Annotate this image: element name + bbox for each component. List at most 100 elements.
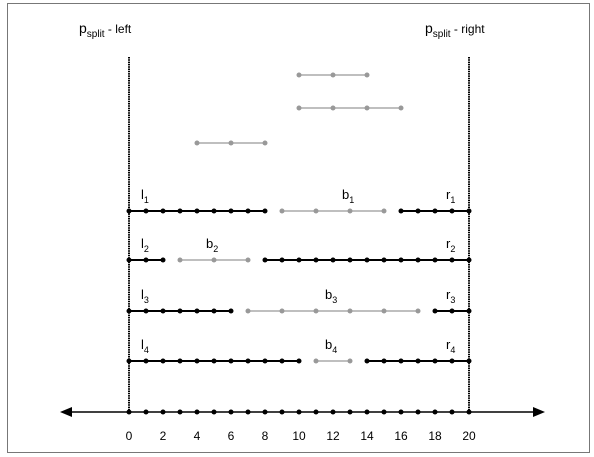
bucket-segment-point [245, 308, 251, 314]
right-segment-point [466, 358, 472, 364]
right-part-label: r1 [446, 187, 455, 205]
left-segment-point [126, 308, 132, 314]
left-segment-point [143, 257, 149, 263]
left-segment-point [177, 358, 183, 364]
axis-point [160, 409, 166, 415]
bucket-label: b3 [325, 287, 337, 305]
floating-segment-point [330, 105, 336, 111]
left-segment-point [296, 358, 302, 364]
tick-label: 8 [262, 429, 269, 443]
bucket-segment-point [415, 308, 421, 314]
p-split-right-p: p [425, 20, 433, 36]
partition-rows: l1 b1 r1 l2 b2 r2 l3 b3 r3 l4 b4 r4 [126, 187, 472, 364]
right-segment-point [466, 257, 472, 263]
axis-arrow-left-icon [60, 407, 72, 417]
left-segment-point [262, 208, 268, 214]
floating-segment-point [262, 140, 268, 146]
axis-point [347, 409, 353, 415]
axis-point [381, 409, 387, 415]
axis-point [415, 409, 421, 415]
right-segment-point [415, 257, 421, 263]
left-segment-point [245, 358, 251, 364]
bucket-label: b4 [325, 337, 337, 355]
partition-row: l4 b4 r4 [126, 337, 472, 364]
right-segment-point [432, 308, 438, 314]
tick-label: 20 [462, 429, 476, 443]
bucket-segment-point [177, 257, 183, 263]
right-segment-point [449, 208, 455, 214]
left-segment-point [211, 208, 217, 214]
tick-label: 16 [394, 429, 408, 443]
left-segment-point [160, 208, 166, 214]
axis-point [330, 409, 336, 415]
bucket-segment-point [381, 308, 387, 314]
p-split-right-sub: split [433, 29, 451, 40]
left-segment-point [194, 308, 200, 314]
right-segment-point [449, 308, 455, 314]
axis-point [398, 409, 404, 415]
right-segment-point [432, 358, 438, 364]
partition-row: l1 b1 r1 [126, 187, 472, 214]
right-segment-point [279, 257, 285, 263]
right-segment-point [449, 358, 455, 364]
right-segment-point [449, 257, 455, 263]
tick-label: 2 [160, 429, 167, 443]
left-segment-point [211, 308, 217, 314]
axis-point [364, 409, 370, 415]
left-segment-point [279, 358, 285, 364]
tick-label: 6 [228, 429, 235, 443]
axis-point [245, 409, 251, 415]
p-split-left-rest: - left [105, 22, 132, 36]
floating-segment-point [194, 140, 200, 146]
bucket-segment-point [381, 208, 387, 214]
left-segment-point [143, 308, 149, 314]
floating-segment-point [364, 72, 370, 78]
p-split-right-rest: - right [451, 22, 486, 36]
tick-label: 0 [126, 429, 133, 443]
tick-label: 12 [326, 429, 340, 443]
left-segment-point [177, 308, 183, 314]
bucket-segment-point [347, 208, 353, 214]
right-segment-point [415, 358, 421, 364]
right-segment-point [330, 257, 336, 263]
right-segment-point [262, 257, 268, 263]
axis-point [177, 409, 183, 415]
axis-point [296, 409, 302, 415]
floating-segment-point [296, 105, 302, 111]
right-segment-point [364, 358, 370, 364]
right-segment-point [381, 257, 387, 263]
left-part-label: l1 [141, 187, 149, 205]
left-part-label: l2 [141, 236, 149, 254]
bucket-segment-point [347, 358, 353, 364]
axis-point [211, 409, 217, 415]
bucket-segment-point [211, 257, 217, 263]
axis-point [313, 409, 319, 415]
axis-point [143, 409, 149, 415]
tick-label: 10 [292, 429, 306, 443]
floating-segment-point [398, 105, 404, 111]
p-split-left-sub: split [87, 29, 105, 40]
bucket-segment-point [347, 308, 353, 314]
bucket-segment-point [313, 358, 319, 364]
left-segment-point [160, 257, 166, 263]
left-segment-point [160, 358, 166, 364]
p-split-right-label: psplit - right [425, 20, 485, 40]
floating-segment-point [364, 105, 370, 111]
right-segment-point [466, 308, 472, 314]
left-segment-point [177, 208, 183, 214]
left-segment-point [245, 208, 251, 214]
floating-segment-point [228, 140, 234, 146]
right-segment-point [466, 208, 472, 214]
right-segment-point [432, 208, 438, 214]
left-segment-point [194, 208, 200, 214]
bucket-segment-point [313, 208, 319, 214]
axis-points [126, 409, 472, 415]
axis-tick-labels: 0 2 4 6 8 10 12 14 16 18 20 [126, 429, 476, 443]
left-segment-point [211, 358, 217, 364]
bucket-segment-point [279, 208, 285, 214]
left-segment-point [143, 358, 149, 364]
right-part-label: r3 [446, 287, 455, 305]
left-segment-point [262, 358, 268, 364]
axis-point [279, 409, 285, 415]
floating-segment-point [296, 72, 302, 78]
